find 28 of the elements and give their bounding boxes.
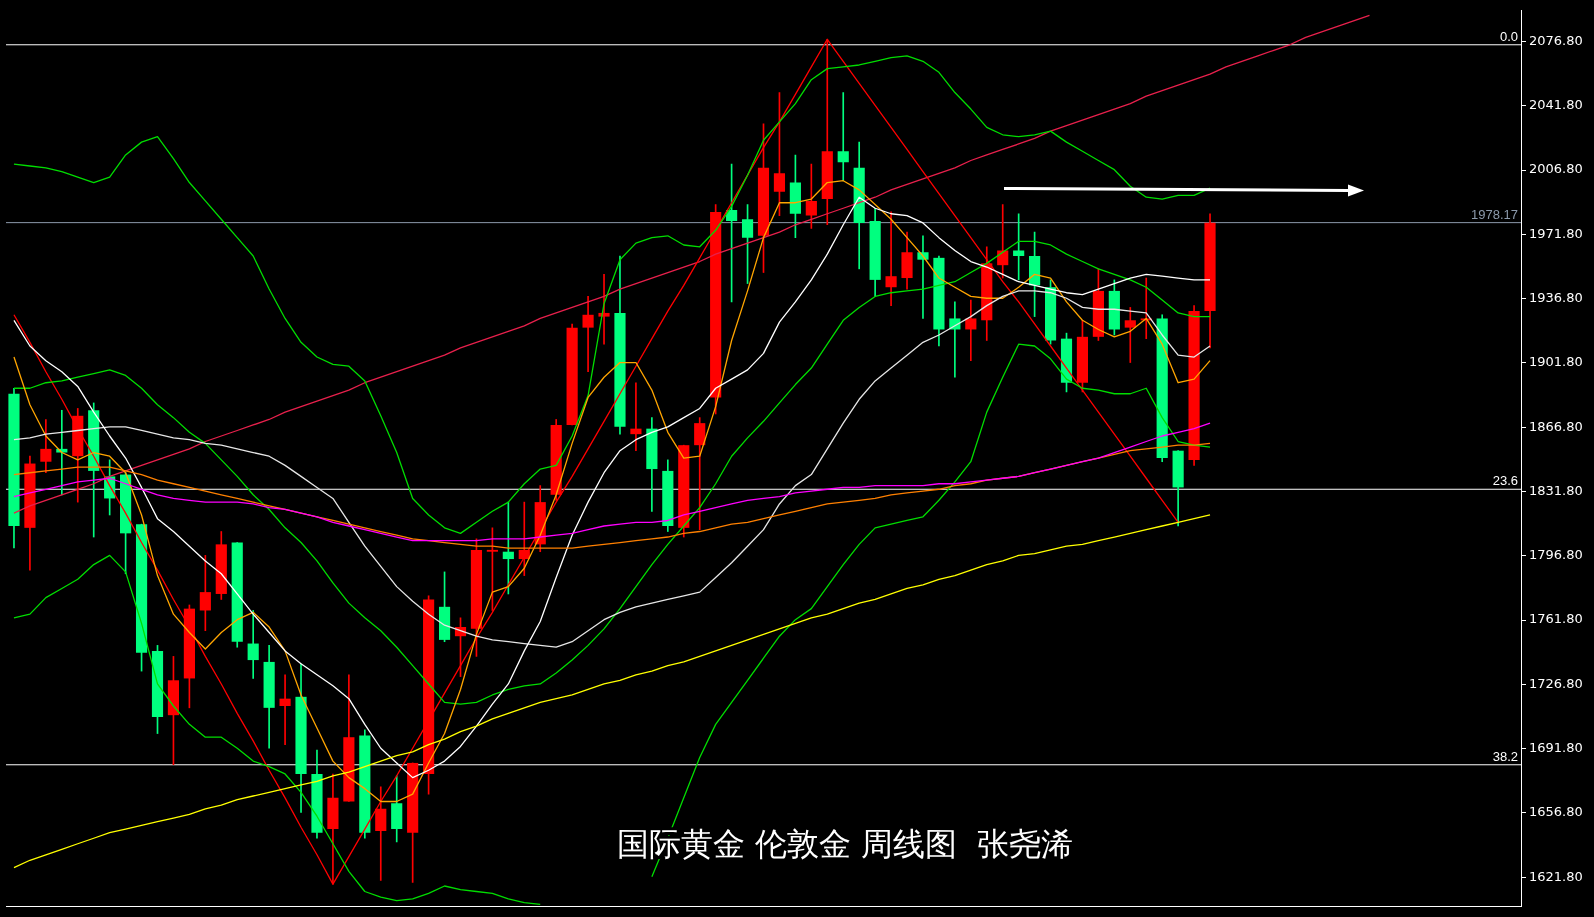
y-tick-label: 2041.80: [1529, 97, 1583, 113]
y-tick-label: 1656.80: [1529, 804, 1583, 820]
candlestick: [965, 299, 977, 362]
candlestick: [582, 296, 594, 373]
annotation: 0.0: [1499, 28, 1518, 44]
y-tick-label: 2076.80: [1529, 32, 1583, 48]
candlestick: [917, 235, 929, 319]
y-tick-label: 1691.80: [1529, 739, 1583, 755]
y-tick-label: 1936.80: [1529, 289, 1583, 305]
candlestick: [1124, 307, 1136, 363]
y-tick-label: 1621.80: [1529, 868, 1583, 884]
y-tick-label: 1971.80: [1529, 225, 1583, 241]
y-tick-label: 2006.80: [1529, 161, 1583, 177]
y-tick-label: 1901.80: [1529, 354, 1583, 370]
y-tick-label: 1726.80: [1529, 675, 1583, 691]
candlestick: [885, 211, 897, 306]
candlestick: [997, 204, 1009, 279]
ref-line-label: 1978.17: [1471, 206, 1518, 222]
annotation: 38.2: [1492, 748, 1518, 764]
y-tick-label: 1866.80: [1529, 418, 1583, 434]
candlestick: [279, 674, 291, 745]
annotation: 23.6: [1492, 473, 1518, 489]
candlestick: [630, 382, 642, 452]
y-tick-label: 1831.80: [1529, 482, 1583, 498]
candlestick: [694, 417, 706, 530]
candlestick: [837, 92, 849, 182]
y-tick-label: 1796.80: [1529, 547, 1583, 563]
y-tick-label: 1761.80: [1529, 611, 1583, 627]
